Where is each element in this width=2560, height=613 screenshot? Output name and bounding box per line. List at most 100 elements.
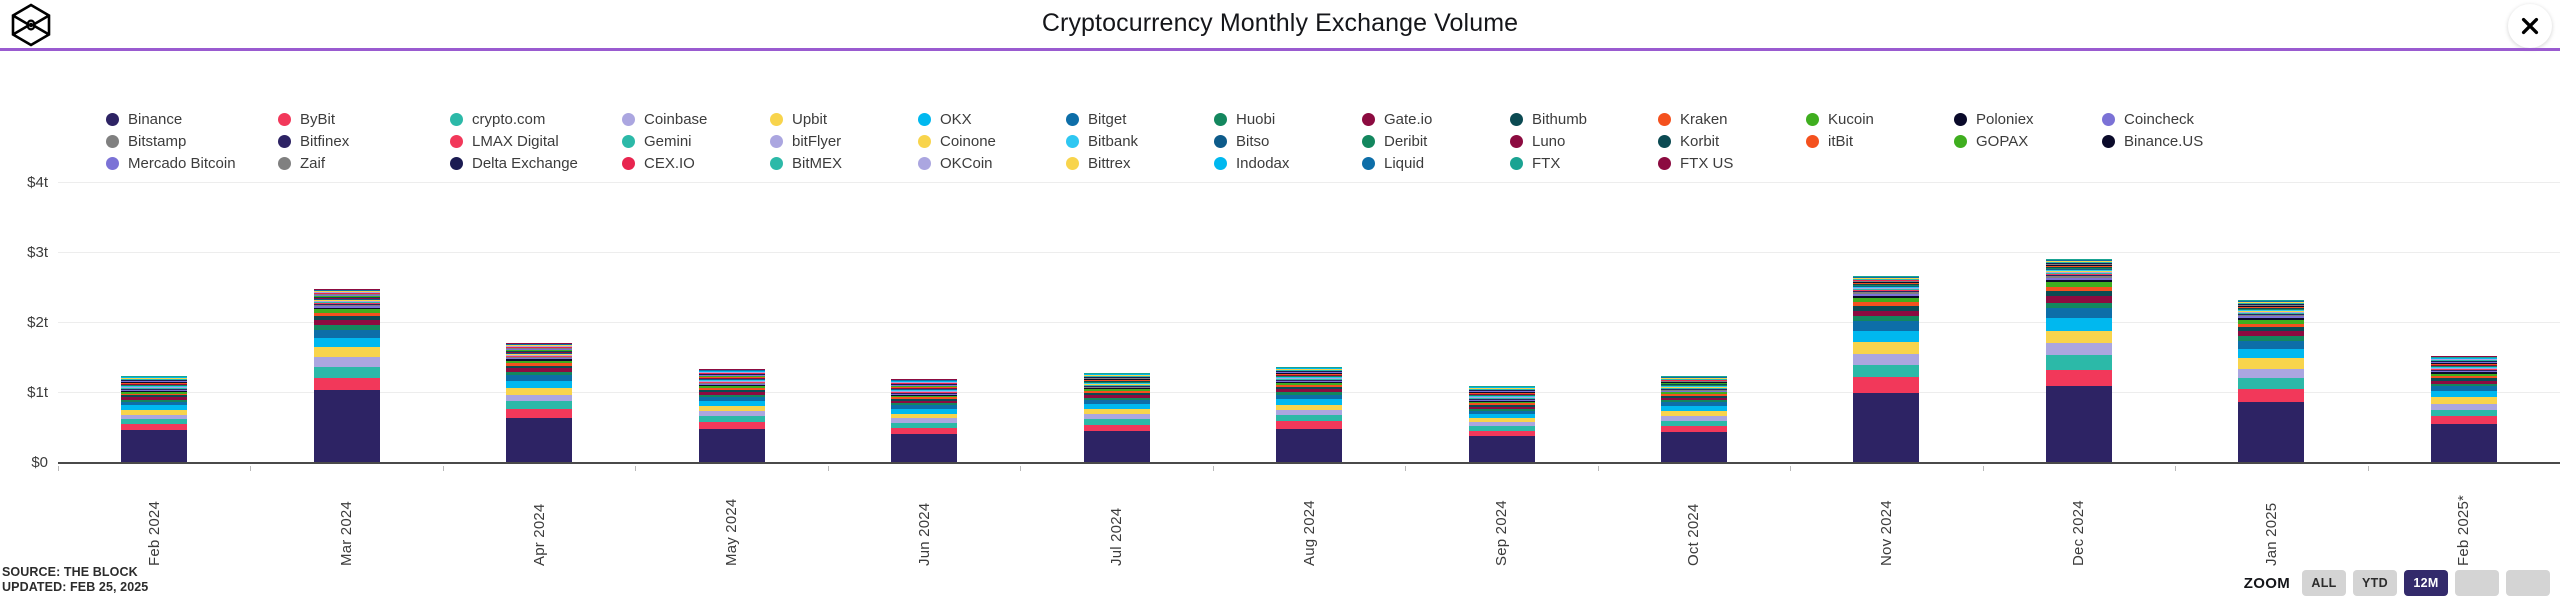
bar-segment bbox=[698, 373, 765, 374]
legend-item-deribit[interactable]: Deribit bbox=[1362, 130, 1510, 152]
bar-segment bbox=[891, 385, 958, 387]
legend-item-ftx[interactable]: FTX bbox=[1510, 152, 1658, 174]
legend-item-bitfinex[interactable]: Bitfinex bbox=[278, 130, 450, 152]
legend-swatch-icon bbox=[622, 134, 635, 148]
x-axis-tickmark bbox=[58, 466, 59, 471]
stacked-bar[interactable] bbox=[1660, 375, 1727, 462]
stacked-bar[interactable] bbox=[121, 375, 188, 462]
legend-swatch-icon bbox=[1510, 112, 1523, 126]
bar-segment bbox=[698, 375, 765, 377]
legend-item-coincheck[interactable]: Coincheck bbox=[2102, 108, 2252, 130]
zoom-button-all[interactable]: ALL bbox=[2302, 570, 2346, 596]
bar-segment bbox=[891, 388, 958, 389]
zoom-button-ytd[interactable]: YTD bbox=[2353, 570, 2397, 596]
legend-item-binance-us[interactable]: Binance.US bbox=[2102, 130, 2252, 152]
bar-segment bbox=[1083, 385, 1150, 387]
legend-item-lmax-digital[interactable]: LMAX Digital bbox=[450, 130, 622, 152]
bar-segment bbox=[121, 405, 188, 410]
legend-item-zaif[interactable]: Zaif bbox=[278, 152, 450, 174]
legend-item-bitso[interactable]: Bitso bbox=[1214, 130, 1362, 152]
bar-segment bbox=[2238, 312, 2305, 314]
bar-segment bbox=[891, 391, 958, 393]
legend-item-kraken[interactable]: Kraken bbox=[1658, 108, 1806, 130]
bar-segment bbox=[1468, 414, 1535, 419]
bar-segment bbox=[1468, 397, 1535, 399]
bar-segment bbox=[1660, 397, 1727, 401]
legend-item-coinbase[interactable]: Coinbase bbox=[622, 108, 770, 130]
legend-item-okx[interactable]: OKX bbox=[918, 108, 1066, 130]
zoom-button-12m[interactable]: 12M bbox=[2404, 570, 2448, 596]
close-button[interactable] bbox=[2508, 4, 2552, 48]
stacked-bar[interactable] bbox=[506, 343, 573, 462]
legend-item-okcoin[interactable]: OKCoin bbox=[918, 152, 1066, 174]
gridline bbox=[58, 182, 2560, 183]
bar-segment bbox=[2238, 311, 2305, 312]
legend-item-upbit[interactable]: Upbit bbox=[770, 108, 918, 130]
bar-segment bbox=[891, 427, 958, 434]
legend-item-gopax[interactable]: GOPAX bbox=[1954, 130, 2102, 152]
legend-item-gemini[interactable]: Gemini bbox=[622, 130, 770, 152]
bar-segment bbox=[2045, 260, 2112, 262]
legend-item-bitflyer[interactable]: bitFlyer bbox=[770, 130, 918, 152]
legend-item-ftx-us[interactable]: FTX US bbox=[1658, 152, 1806, 174]
stacked-bar[interactable] bbox=[1468, 385, 1535, 462]
bar-segment bbox=[2430, 372, 2497, 374]
legend-item-bitstamp[interactable]: Bitstamp bbox=[106, 130, 278, 152]
stacked-bar[interactable] bbox=[313, 289, 380, 462]
stacked-bar[interactable] bbox=[2238, 299, 2305, 462]
bar-segment bbox=[698, 416, 765, 423]
stacked-bar[interactable] bbox=[2045, 258, 2112, 462]
legend-item-korbit[interactable]: Korbit bbox=[1658, 130, 1806, 152]
bar-segment bbox=[1853, 290, 1920, 292]
legend-item-bitmex[interactable]: BitMEX bbox=[770, 152, 918, 174]
x-axis-tick-label: Mar 2024 bbox=[338, 501, 356, 566]
bar-segment bbox=[1276, 377, 1343, 378]
bar-segment bbox=[1660, 376, 1727, 378]
bar-segment bbox=[1083, 399, 1150, 404]
stacked-bar[interactable] bbox=[1853, 275, 1920, 462]
bar-segment bbox=[1660, 384, 1727, 385]
bar-segment bbox=[2045, 276, 2112, 278]
bar-segment bbox=[313, 329, 380, 338]
legend-item-bithumb[interactable]: Bithumb bbox=[1510, 108, 1658, 130]
bar-slot bbox=[1790, 182, 1982, 462]
legend-item-itbit[interactable]: itBit bbox=[1806, 130, 1954, 152]
bar-segment bbox=[1276, 383, 1343, 386]
legend-item-gate-io[interactable]: Gate.io bbox=[1362, 108, 1510, 130]
bar-segment bbox=[1083, 373, 1150, 375]
bar-segment bbox=[1083, 386, 1150, 388]
legend-item-indodax[interactable]: Indodax bbox=[1214, 152, 1362, 174]
legend-item-binance[interactable]: Binance bbox=[106, 108, 278, 130]
x-label-slot: Sep 2024 bbox=[1405, 466, 1597, 566]
legend-item-bybit[interactable]: ByBit bbox=[278, 108, 450, 130]
bar-segment bbox=[506, 352, 573, 354]
legend-item-mercado-bitcoin[interactable]: Mercado Bitcoin bbox=[106, 152, 278, 174]
bar-segment bbox=[2238, 305, 2305, 306]
legend-item-delta-exchange[interactable]: Delta Exchange bbox=[450, 152, 622, 174]
legend-item-crypto-com[interactable]: crypto.com bbox=[450, 108, 622, 130]
legend-item-liquid[interactable]: Liquid bbox=[1362, 152, 1510, 174]
legend-item-bittrex[interactable]: Bittrex bbox=[1066, 152, 1214, 174]
stacked-bar[interactable] bbox=[891, 379, 958, 462]
legend-item-poloniex[interactable]: Poloniex bbox=[1954, 108, 2102, 130]
legend-item-bitget[interactable]: Bitget bbox=[1066, 108, 1214, 130]
bar-segment bbox=[313, 297, 380, 298]
bar-segment bbox=[1083, 387, 1150, 389]
stacked-bar[interactable] bbox=[1276, 366, 1343, 462]
bar-segment bbox=[313, 299, 380, 300]
legend-item-bitbank[interactable]: Bitbank bbox=[1066, 130, 1214, 152]
legend-swatch-icon bbox=[770, 156, 783, 170]
legend-item-kucoin[interactable]: Kucoin bbox=[1806, 108, 1954, 130]
bar-segment bbox=[1660, 420, 1727, 426]
legend-item-coinone[interactable]: Coinone bbox=[918, 130, 1066, 152]
header-divider bbox=[0, 48, 2560, 51]
legend-item-cex-io[interactable]: CEX.IO bbox=[622, 152, 770, 174]
legend-item-label: LMAX Digital bbox=[472, 132, 559, 150]
bar-segment bbox=[1276, 404, 1343, 411]
legend-item-huobi[interactable]: Huobi bbox=[1214, 108, 1362, 130]
stacked-bar[interactable] bbox=[2430, 356, 2497, 462]
stacked-bar[interactable] bbox=[698, 369, 765, 462]
stacked-bar[interactable] bbox=[1083, 372, 1150, 462]
bar-segment bbox=[1853, 280, 1920, 282]
legend-item-luno[interactable]: Luno bbox=[1510, 130, 1658, 152]
